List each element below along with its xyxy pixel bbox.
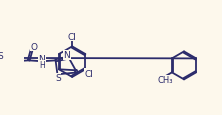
Text: Cl: Cl bbox=[68, 32, 77, 41]
Text: O: O bbox=[31, 43, 38, 51]
Text: CH₃: CH₃ bbox=[157, 76, 173, 85]
Text: H: H bbox=[39, 60, 45, 69]
Text: S: S bbox=[0, 51, 4, 60]
Text: Cl: Cl bbox=[84, 69, 93, 78]
Text: N: N bbox=[38, 55, 45, 64]
Text: S: S bbox=[55, 74, 61, 82]
Text: N: N bbox=[63, 51, 70, 60]
